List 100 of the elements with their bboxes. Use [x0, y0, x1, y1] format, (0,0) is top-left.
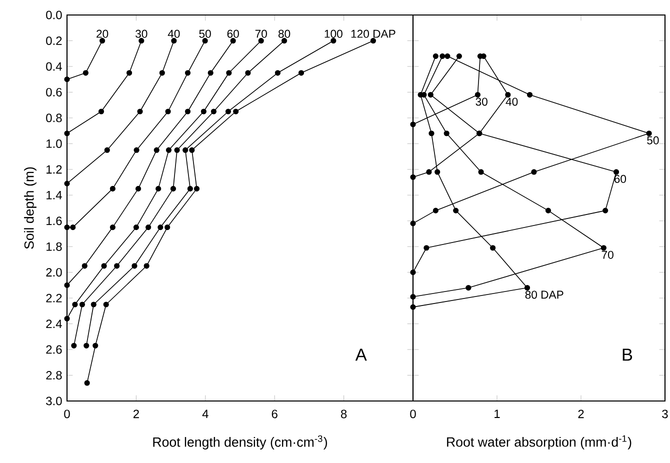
- point: [146, 224, 152, 230]
- point: [114, 263, 120, 269]
- point: [274, 70, 281, 76]
- point: [137, 108, 143, 114]
- point: [432, 53, 438, 59]
- point: [225, 108, 232, 114]
- series-label: 50: [199, 30, 211, 38]
- point: [174, 147, 180, 153]
- point: [138, 38, 144, 44]
- point: [100, 38, 106, 44]
- point: [200, 108, 206, 114]
- point: [434, 169, 440, 175]
- y-tick-label: 2.6: [46, 345, 62, 354]
- point: [531, 169, 537, 175]
- x-tick-label: 1: [494, 410, 500, 418]
- x-tick-label: 6: [272, 410, 278, 418]
- y-tick-label: 2.0: [46, 268, 62, 277]
- point: [233, 108, 239, 114]
- point: [133, 224, 140, 230]
- series-label: 50: [647, 136, 659, 144]
- point: [410, 270, 416, 276]
- point: [478, 169, 484, 175]
- point: [208, 70, 214, 76]
- point: [456, 53, 462, 59]
- point: [170, 186, 176, 192]
- y-tick-label: 0.2: [46, 36, 62, 45]
- point: [165, 108, 171, 114]
- point: [70, 224, 76, 230]
- point: [64, 282, 70, 288]
- series-label: 80: [278, 30, 290, 38]
- point: [424, 245, 430, 251]
- point: [298, 70, 304, 76]
- series-label: 100: [324, 30, 342, 38]
- series-label: 120 DAP: [351, 30, 396, 38]
- x-tick-label: 0: [410, 410, 416, 418]
- point: [410, 220, 416, 226]
- point: [226, 70, 232, 76]
- point: [545, 208, 552, 214]
- x-tick-label: 2: [133, 410, 139, 418]
- point: [410, 294, 416, 300]
- point: [164, 224, 170, 230]
- point: [602, 208, 608, 214]
- point: [428, 130, 434, 136]
- point: [64, 76, 70, 82]
- y-tick-label: 0.6: [46, 88, 62, 96]
- point: [526, 92, 533, 98]
- point: [82, 70, 88, 76]
- point: [156, 186, 162, 192]
- x-axis-title: Root water absorption (mm·d$^{-1}$): [447, 435, 632, 450]
- y-tick-label: 2.4: [46, 320, 62, 328]
- series-label: 40: [168, 30, 180, 38]
- y-tick-label: 1.6: [46, 216, 62, 226]
- point: [432, 208, 438, 214]
- series-label: 40: [506, 98, 518, 106]
- x-tick-label: 2: [578, 410, 584, 418]
- point: [134, 147, 140, 153]
- point: [258, 38, 264, 44]
- annotation: B: [622, 348, 632, 361]
- point: [330, 38, 336, 44]
- point: [64, 316, 70, 322]
- point: [210, 108, 217, 114]
- series-label: 20: [96, 30, 108, 38]
- point: [613, 169, 620, 175]
- point: [505, 92, 511, 98]
- point: [126, 70, 132, 76]
- point: [98, 108, 104, 114]
- point: [158, 224, 164, 230]
- point: [71, 342, 77, 348]
- point: [194, 186, 200, 192]
- y-tick-label: 0.0: [46, 10, 62, 20]
- series-label: 60: [614, 174, 626, 183]
- point: [82, 263, 88, 269]
- point: [135, 186, 142, 192]
- point: [182, 147, 188, 153]
- point: [440, 53, 446, 59]
- series-label: 60: [227, 30, 239, 38]
- point: [410, 122, 416, 128]
- point: [524, 284, 530, 291]
- point: [171, 38, 177, 44]
- y-tick-label: 1.0: [46, 139, 62, 148]
- point: [453, 208, 459, 214]
- point: [370, 38, 376, 44]
- y-axis-title: Soil depth (m): [24, 167, 36, 249]
- point: [202, 38, 208, 44]
- x-tick-label: 0: [64, 410, 70, 418]
- point: [103, 302, 109, 308]
- y-tick-label: 3.0: [46, 396, 62, 406]
- point: [104, 147, 110, 153]
- point: [64, 130, 70, 136]
- y-tick-label: 2.2: [46, 294, 62, 302]
- point: [166, 147, 172, 153]
- point: [101, 263, 107, 269]
- y-tick-label: 1.2: [46, 165, 62, 174]
- point: [474, 92, 480, 98]
- point: [189, 147, 195, 153]
- point: [426, 169, 432, 175]
- point: [72, 302, 78, 308]
- y-tick-label: 2.8: [46, 371, 62, 380]
- point: [79, 302, 86, 308]
- point: [444, 130, 450, 136]
